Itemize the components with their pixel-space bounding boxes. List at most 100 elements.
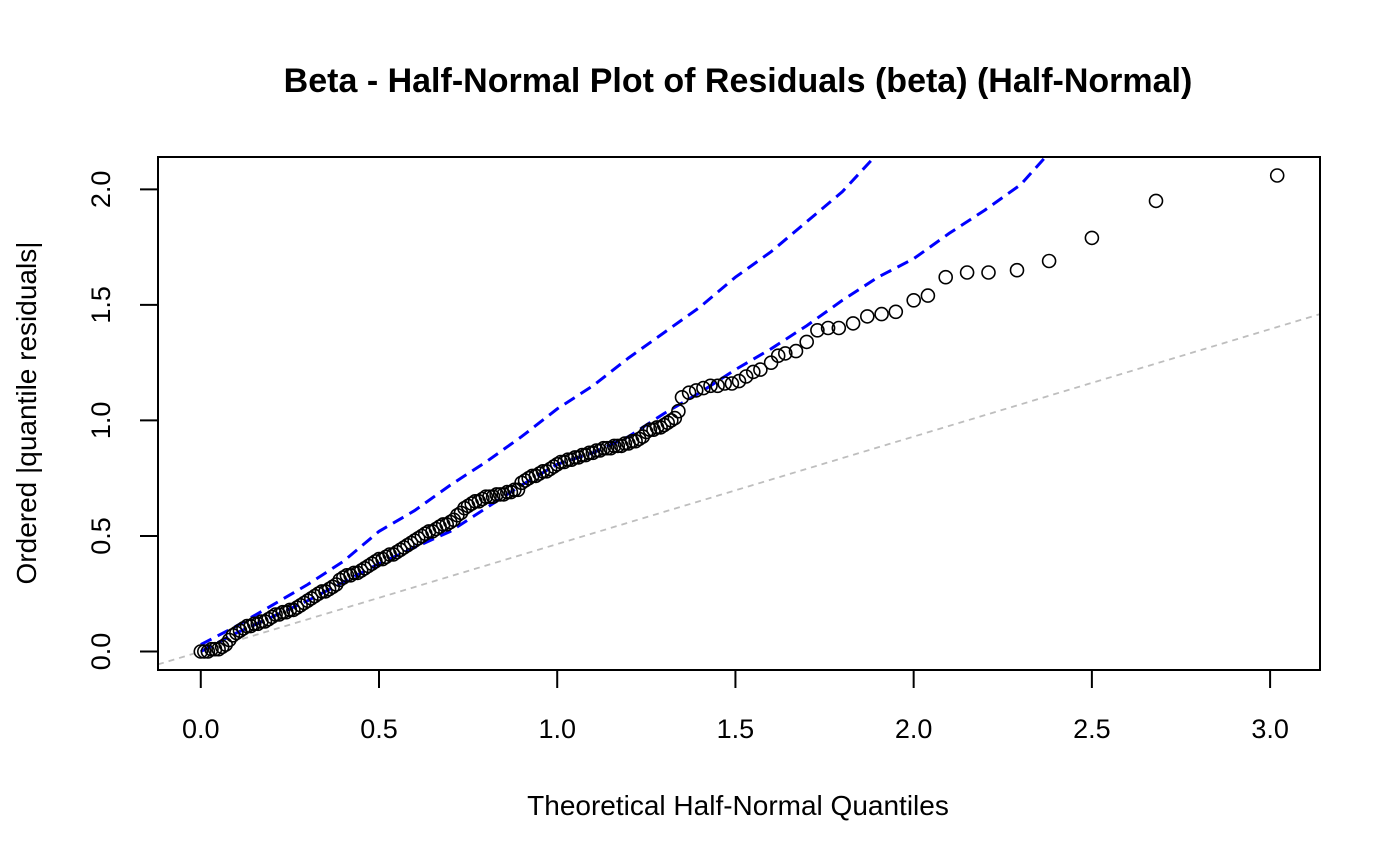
residual-point xyxy=(410,530,426,546)
residual-point xyxy=(475,491,490,507)
residual-point xyxy=(777,346,793,361)
residual-point xyxy=(596,440,611,456)
y-tick-label: 2.0 xyxy=(86,171,116,209)
residual-point xyxy=(1269,168,1285,183)
residual-point xyxy=(539,463,554,479)
residual-point xyxy=(663,413,679,428)
residual-point xyxy=(831,320,847,336)
residual-point xyxy=(799,334,815,350)
residual-point xyxy=(920,288,936,303)
residual-point xyxy=(389,544,405,560)
residual-point xyxy=(503,484,519,500)
residual-point xyxy=(482,489,497,505)
residual-point xyxy=(671,403,686,419)
residual-point xyxy=(681,385,697,401)
x-axis: 0.0 0.5 1.0 1.5 2.0 2.5 3.0 xyxy=(182,669,1289,744)
residual-point xyxy=(229,625,244,641)
residual-point xyxy=(1148,193,1164,209)
reference-line-layer xyxy=(157,313,1321,666)
residual-point xyxy=(603,440,619,456)
residual-point xyxy=(499,484,515,500)
envelope-lower-line xyxy=(200,155,1047,653)
residual-point xyxy=(439,517,455,532)
residual-point xyxy=(906,292,922,308)
residual-point xyxy=(553,454,569,470)
residual-point xyxy=(403,535,419,551)
residual-point xyxy=(874,306,889,322)
envelope-layer xyxy=(200,155,1047,653)
residual-point xyxy=(738,369,754,384)
residual-point xyxy=(770,348,786,364)
residual-point xyxy=(350,565,365,581)
residual-point xyxy=(888,304,904,320)
residual-point xyxy=(353,563,369,578)
x-tick-label: 0.5 xyxy=(360,714,398,744)
residual-point xyxy=(246,616,262,632)
residual-point xyxy=(763,355,779,371)
residual-point xyxy=(610,438,626,454)
residual-point xyxy=(731,373,747,389)
residual-point xyxy=(457,500,472,516)
residual-point xyxy=(492,487,508,502)
residual-point xyxy=(724,376,740,391)
y-axis: 0.0 0.5 1.0 1.5 2.0 xyxy=(86,171,159,671)
residual-point xyxy=(478,489,494,505)
y-tick-label: 0.5 xyxy=(86,517,116,555)
envelope-upper-line xyxy=(200,155,876,646)
residual-point xyxy=(1084,230,1100,246)
residual-point xyxy=(788,343,804,359)
residual-point xyxy=(820,320,836,336)
residual-point xyxy=(393,542,408,558)
residual-point xyxy=(510,482,526,498)
residual-point xyxy=(275,604,291,620)
x-tick-label: 2.0 xyxy=(895,714,933,744)
residual-point xyxy=(703,378,718,394)
y-axis-label: Ordered |quantile residuals| xyxy=(11,242,42,585)
residual-point xyxy=(321,581,337,597)
residual-point xyxy=(981,265,996,280)
residual-point xyxy=(628,433,643,449)
residual-point xyxy=(753,362,768,377)
residual-point xyxy=(218,637,233,652)
residual-point xyxy=(660,415,676,431)
residual-point xyxy=(696,380,711,396)
residual-point xyxy=(717,376,733,391)
residual-point xyxy=(606,438,622,454)
residual-point xyxy=(300,593,316,609)
residual-point xyxy=(567,450,583,465)
residual-point xyxy=(357,560,373,576)
residual-point xyxy=(592,443,608,458)
y-tick-label: 0.0 xyxy=(86,633,116,671)
residual-point xyxy=(360,558,376,574)
residual-point xyxy=(845,316,861,331)
y-tick-label: 1.5 xyxy=(86,286,116,324)
x-tick-label: 1.0 xyxy=(538,714,576,744)
residual-point xyxy=(425,524,440,539)
residual-point xyxy=(489,487,504,502)
residual-point xyxy=(938,269,954,285)
residual-point xyxy=(656,417,672,433)
residual-point xyxy=(296,595,312,611)
residual-point xyxy=(204,641,219,657)
residual-points xyxy=(193,168,1285,659)
residual-point xyxy=(200,644,216,659)
residual-point xyxy=(400,537,415,553)
residual-point xyxy=(810,322,825,338)
residual-point xyxy=(318,584,333,599)
residual-point xyxy=(617,436,633,451)
residual-point xyxy=(485,489,501,505)
residual-point xyxy=(1041,253,1057,269)
residual-point xyxy=(642,422,658,438)
y-tick-label: 1.0 xyxy=(86,402,116,440)
residual-point xyxy=(268,607,283,622)
residual-point xyxy=(710,378,725,394)
x-axis-label: Theoretical Half-Normal Quantiles xyxy=(527,790,949,821)
residual-point xyxy=(599,440,615,456)
residual-point xyxy=(225,627,241,643)
residual-point xyxy=(239,618,255,634)
residual-point xyxy=(589,443,604,458)
residual-point xyxy=(197,644,212,659)
residual-point xyxy=(257,614,273,629)
residual-point xyxy=(560,452,576,468)
